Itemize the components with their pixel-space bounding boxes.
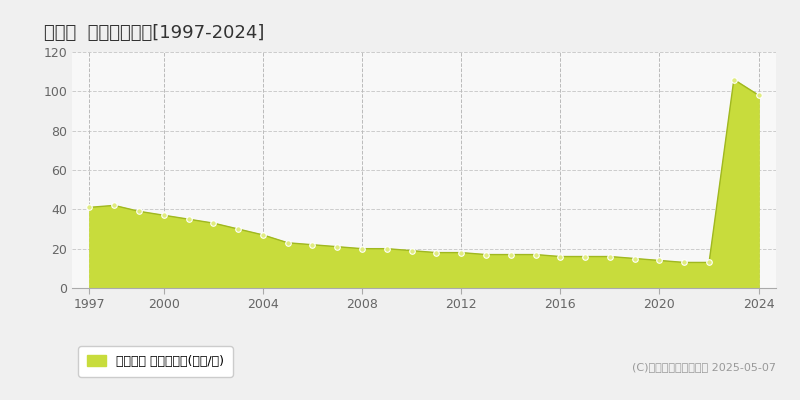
Text: 平群町  基準地価推移[1997-2024]: 平群町 基準地価推移[1997-2024] [44, 24, 264, 42]
Legend: 基準地価 平均坪単価(万円/坪): 基準地価 平均坪単価(万円/坪) [78, 346, 233, 377]
Text: (C)土地価格ドットコム 2025-05-07: (C)土地価格ドットコム 2025-05-07 [632, 362, 776, 372]
